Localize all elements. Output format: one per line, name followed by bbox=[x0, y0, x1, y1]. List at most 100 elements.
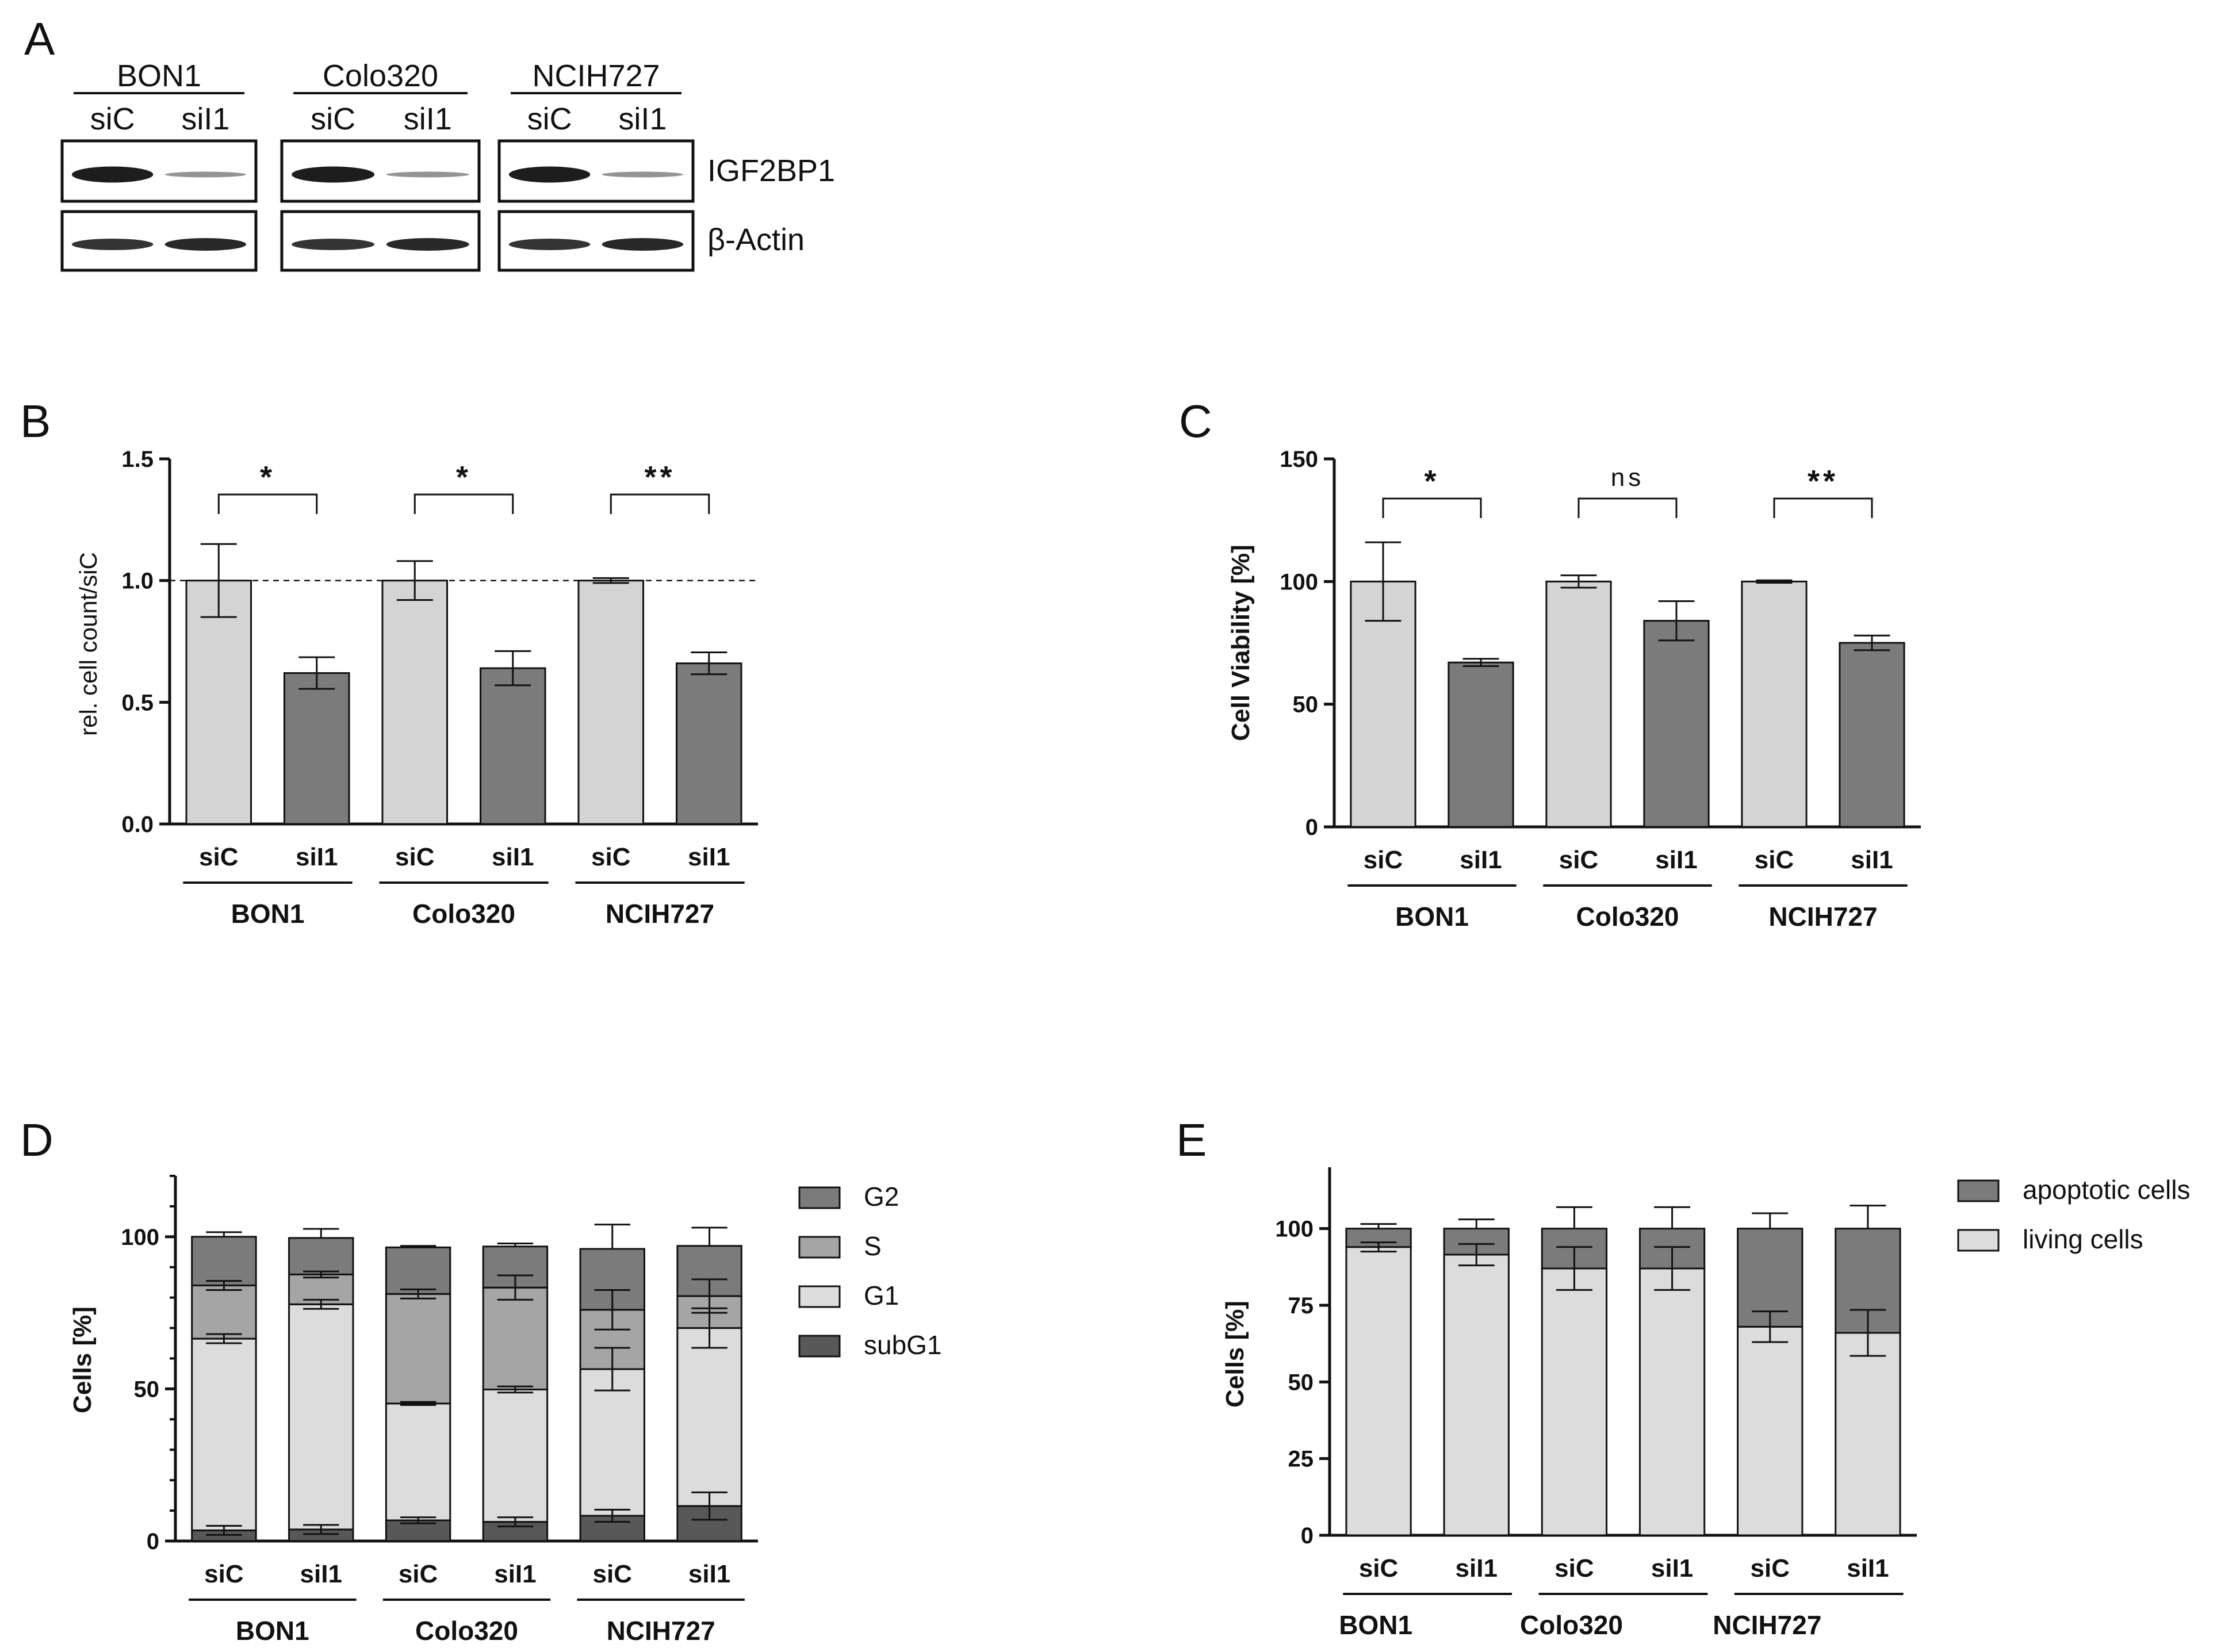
blot-band bbox=[602, 171, 684, 178]
legend-label: G2 bbox=[864, 1182, 899, 1212]
legend-swatch bbox=[1957, 1229, 2000, 1252]
panel-label-b: B bbox=[20, 396, 51, 447]
y-tick-label: 0.0 bbox=[121, 812, 154, 837]
bar-segment bbox=[1737, 1228, 1804, 1328]
category-label: siI1 bbox=[1847, 1554, 1889, 1582]
group-label: NCIH727 bbox=[607, 1616, 715, 1646]
group-label: Colo320 bbox=[415, 1616, 518, 1646]
blot-band bbox=[508, 166, 591, 183]
chart-b: 0.0 0.5 1.0 1.5 siC siI1 siC siI1 siC siI1 BON1 Col… bbox=[121, 447, 758, 929]
category-label: siI1 bbox=[1655, 846, 1697, 874]
blot-band bbox=[386, 171, 469, 178]
bar-segment bbox=[482, 1388, 549, 1523]
y-tick-label: 0.5 bbox=[121, 690, 154, 715]
bar-segment bbox=[191, 1236, 257, 1286]
significance-label: ** bbox=[644, 460, 675, 495]
group-label: BON1 bbox=[1395, 902, 1469, 932]
bar-segment bbox=[385, 1402, 451, 1521]
category-label: siC bbox=[1554, 1554, 1594, 1582]
y-tick-label: 0 bbox=[147, 1529, 159, 1554]
blot-lane-label: siI1 bbox=[404, 102, 452, 136]
significance-bracket bbox=[413, 493, 514, 514]
blot-band bbox=[602, 238, 684, 251]
y-tick-label: 0 bbox=[1305, 815, 1318, 840]
y-tick-label: 100 bbox=[121, 1225, 159, 1250]
chart-c: 0 50 100 150 siC siI1 siC siI1 siC siI1 BON1 Colo32… bbox=[1280, 447, 1921, 932]
blot-band bbox=[292, 239, 375, 250]
blot-group-label: NCIH727 bbox=[532, 59, 660, 93]
legend-swatch bbox=[798, 1236, 841, 1259]
y-tick-label: 50 bbox=[134, 1377, 160, 1402]
western-blot: BON1 siC siI1 Colo320 siC siI1 NCIH727 siC siI1 I… bbox=[60, 59, 835, 272]
bar bbox=[1448, 661, 1514, 828]
legend-label: G1 bbox=[864, 1281, 899, 1310]
blot-band bbox=[508, 239, 591, 250]
category-label: siI1 bbox=[492, 843, 534, 871]
significance-bracket bbox=[1382, 497, 1482, 518]
category-label: siC bbox=[1751, 1554, 1790, 1582]
y-tick-label: 150 bbox=[1280, 447, 1318, 472]
panel-label-e: E bbox=[1176, 1114, 1207, 1166]
chart-e: 0 25 50 75 100 siC siI1 siC siI1 siC siI1 BON1 Colo3… bbox=[1275, 1167, 2191, 1640]
bar-segment bbox=[1541, 1267, 1608, 1536]
bar-segment bbox=[385, 1246, 451, 1295]
y-tick-label: 100 bbox=[1275, 1217, 1314, 1242]
group-label: NCIH727 bbox=[606, 899, 714, 929]
category-label: siC bbox=[395, 843, 434, 871]
blot-band bbox=[164, 171, 247, 178]
chart-b-ylabel: rel. cell count/siC bbox=[75, 552, 102, 736]
significance-label: * bbox=[456, 460, 472, 495]
blot-lane-label: siC bbox=[527, 102, 572, 136]
category-label: siI1 bbox=[300, 1560, 342, 1588]
blot-lane-label: siC bbox=[90, 102, 135, 136]
y-tick-label: 25 bbox=[1288, 1447, 1314, 1472]
legend-label: living cells bbox=[2023, 1224, 2143, 1254]
bar-segment bbox=[385, 1293, 451, 1405]
bar bbox=[1839, 642, 1905, 828]
blot-lane-label: siI1 bbox=[618, 102, 667, 136]
blot-row-label: IGF2BP1 bbox=[707, 154, 835, 188]
category-label: siC bbox=[199, 843, 238, 871]
blot-band bbox=[386, 238, 469, 251]
group-label: Colo320 bbox=[1520, 1610, 1623, 1640]
blot-lane-label: siC bbox=[311, 102, 355, 136]
blot-lane-label: siI1 bbox=[181, 102, 229, 136]
legend-swatch bbox=[1957, 1179, 2000, 1202]
category-label: siI1 bbox=[1651, 1554, 1693, 1582]
bar bbox=[381, 580, 449, 825]
blot-band bbox=[71, 239, 154, 250]
group-label: BON1 bbox=[231, 899, 305, 929]
significance-bracket bbox=[1773, 497, 1873, 518]
y-tick-label: 1.0 bbox=[121, 569, 154, 594]
group-label: BON1 bbox=[1339, 1610, 1412, 1640]
bar-segment bbox=[288, 1237, 354, 1275]
category-label: siC bbox=[399, 1560, 438, 1588]
category-label: siI1 bbox=[1851, 846, 1893, 874]
chart-e-ylabel: Cells [%] bbox=[1221, 1301, 1249, 1408]
significance-label: * bbox=[260, 460, 275, 495]
y-tick-label: 50 bbox=[1293, 692, 1319, 718]
blot-group-label: BON1 bbox=[117, 59, 201, 93]
blot-row-label: β-Actin bbox=[707, 223, 805, 257]
category-label: siI1 bbox=[296, 843, 338, 871]
category-label: siI1 bbox=[1460, 846, 1502, 874]
legend-label: S bbox=[864, 1231, 882, 1261]
group-label: BON1 bbox=[236, 1616, 309, 1646]
chart-d: 0 50 100 siC siI1 siC siI1 siC siI1 BON1 Colo320 NC… bbox=[121, 1175, 942, 1646]
bar-segment bbox=[1443, 1254, 1510, 1536]
significance-label: ns bbox=[1611, 463, 1644, 492]
bar-segment bbox=[1835, 1332, 1901, 1536]
category-label: siC bbox=[1359, 1554, 1398, 1582]
bar-segment bbox=[1638, 1267, 1706, 1536]
group-label: Colo320 bbox=[1576, 902, 1679, 932]
bar bbox=[1741, 580, 1808, 828]
legend-swatch bbox=[798, 1285, 841, 1308]
bar-segment bbox=[288, 1303, 354, 1531]
panel-label-a: A bbox=[24, 13, 55, 64]
legend-swatch bbox=[798, 1335, 841, 1358]
y-tick-label: 100 bbox=[1280, 569, 1318, 595]
legend-label: subG1 bbox=[864, 1330, 942, 1360]
blot-band bbox=[292, 166, 375, 183]
bar bbox=[1545, 580, 1612, 828]
